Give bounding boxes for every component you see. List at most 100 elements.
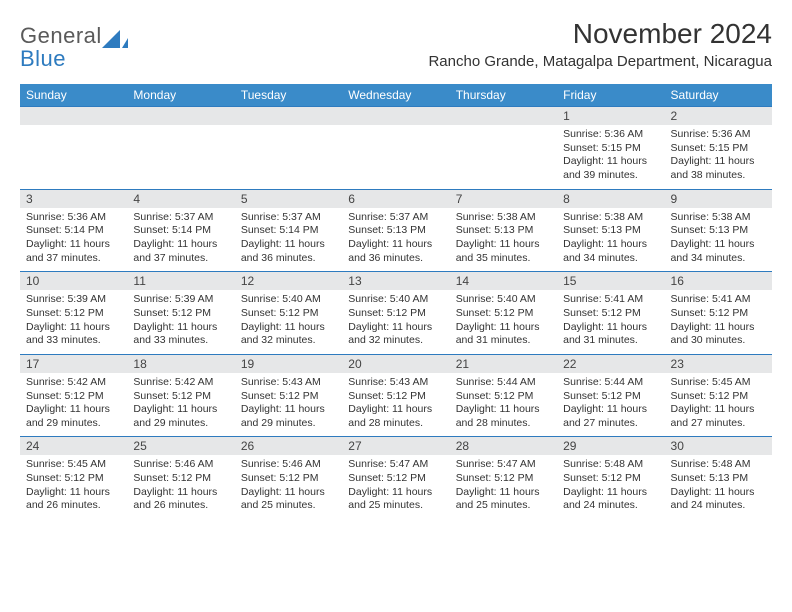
sunrise-line: Sunrise: 5:38 AM: [456, 211, 551, 225]
sunrise-line: Sunrise: 5:37 AM: [241, 211, 336, 225]
daylight-line: Daylight: 11 hours and 28 minutes.: [456, 403, 551, 430]
calendar-day: 7Sunrise: 5:38 AMSunset: 5:13 PMDaylight…: [450, 189, 557, 272]
sunrise-value: 5:43 AM: [390, 376, 429, 388]
sunrise-value: 5:44 AM: [605, 376, 644, 388]
daylight-label: Daylight:: [26, 321, 70, 333]
day-body: Sunrise: 5:36 AMSunset: 5:14 PMDaylight:…: [20, 208, 127, 272]
sunrise-line: Sunrise: 5:40 AM: [348, 293, 443, 307]
day-body-empty: [127, 125, 234, 187]
sunset-line: Sunset: 5:13 PM: [348, 224, 443, 238]
calendar-day: 25Sunrise: 5:46 AMSunset: 5:12 PMDayligh…: [127, 437, 234, 519]
sunset-value: 5:13 PM: [602, 224, 641, 236]
calendar-day: 11 Sunrise: 5:39 AMSunset: 5:12 PM Dayligh…: [127, 272, 234, 355]
sunset-value: 5:12 PM: [172, 307, 211, 319]
day-body: Sunrise: 5:40 AMSunset: 5:12 PMDaylight:…: [235, 290, 342, 354]
sunrise-value: 5:43 AM: [282, 376, 321, 388]
sunset-label: Sunset:: [241, 390, 280, 402]
sunset-line: Sunset: 5:15 PM: [671, 142, 766, 156]
day-body: Sunrise: 5:38 AMSunset: 5:13 PMDaylight:…: [557, 208, 664, 272]
day-body: Sunrise: 5:47 AMSunset: 5:12 PMDaylight:…: [450, 455, 557, 519]
calendar-week: 17Sunrise: 5:42 AMSunset: 5:12 PMDayligh…: [20, 354, 772, 437]
calendar-day: 23Sunrise: 5:45 AMSunset: 5:12 PMDayligh…: [665, 354, 772, 437]
day-number-bar-empty: [235, 107, 342, 125]
sunrise-label: Sunrise:: [563, 376, 604, 388]
day-number: 11: [127, 272, 234, 290]
day-number-bar-empty: [450, 107, 557, 125]
day-body: Sunrise: 5:37 AMSunset: 5:14 PMDaylight:…: [235, 208, 342, 272]
daylight-line: Daylight: 11 hours and 27 minutes.: [671, 403, 766, 430]
sunset-value: 5:13 PM: [709, 224, 748, 236]
header: General Blue November 2024 Rancho Grande…: [20, 18, 772, 70]
day-number: 30: [665, 437, 772, 455]
sunrise-line: Sunrise: 5:40 AM: [241, 293, 336, 307]
sunrise-line: Sunrise: 5:39 AM: [133, 293, 228, 307]
calendar-day: 20Sunrise: 5:43 AMSunset: 5:12 PMDayligh…: [342, 354, 449, 437]
calendar-day: 27Sunrise: 5:47 AMSunset: 5:12 PMDayligh…: [342, 437, 449, 519]
sunset-line: Sunset: 5:15 PM: [563, 142, 658, 156]
sunset-value: 5:14 PM: [279, 224, 318, 236]
sunset-value: 5:12 PM: [494, 472, 533, 484]
sunset-line: Sunset: 5:12 PM: [133, 472, 228, 486]
sunrise-value: 5:37 AM: [175, 211, 214, 223]
sunrise-label: Sunrise:: [456, 458, 497, 470]
sunrise-line: Sunrise: 5:46 AM: [133, 458, 228, 472]
day-body: Sunrise: 5:40 AMSunset: 5:12 PMDaylight:…: [450, 290, 557, 354]
sunset-value: 5:14 PM: [65, 224, 104, 236]
day-body-empty: [20, 125, 127, 187]
sunrise-value: 5:41 AM: [712, 293, 751, 305]
daylight-line: Daylight: 11 hours and 35 minutes.: [456, 238, 551, 265]
daylight-line: Daylight: 11 hours and 29 minutes.: [133, 403, 228, 430]
daylight-label: Daylight:: [241, 486, 285, 498]
sunset-line: Sunset: 5:12 PM: [348, 307, 443, 321]
day-number: 9: [665, 190, 772, 208]
daylight-line: Daylight: 11 hours and 36 minutes.: [241, 238, 336, 265]
sunrise-value: 5:48 AM: [605, 458, 644, 470]
sunset-line: Sunset: 5:12 PM: [241, 307, 336, 321]
daylight-label: Daylight:: [348, 486, 392, 498]
sunrise-label: Sunrise:: [133, 376, 174, 388]
calendar-week: 24Sunrise: 5:45 AMSunset: 5:12 PMDayligh…: [20, 437, 772, 519]
sunrise-label: Sunrise:: [456, 211, 497, 223]
sunset-label: Sunset:: [241, 472, 280, 484]
sunset-label: Sunset:: [456, 307, 495, 319]
sunset-value: 5:12 PM: [279, 390, 318, 402]
sunset-label: Sunset:: [133, 307, 172, 319]
sunrise-value: 5:36 AM: [605, 128, 644, 140]
day-number: 20: [342, 355, 449, 373]
daylight-line: Daylight: 11 hours and 25 minutes.: [456, 486, 551, 513]
day-body: Sunrise: 5:36 AMSunset: 5:15 PMDaylight:…: [665, 125, 772, 189]
calendar-day: 26Sunrise: 5:46 AMSunset: 5:12 PMDayligh…: [235, 437, 342, 519]
sunset-label: Sunset:: [348, 390, 387, 402]
sunrise-line: Sunrise: 5:48 AM: [671, 458, 766, 472]
sunrise-line: Sunrise: 5:44 AM: [456, 376, 551, 390]
sunrise-label: Sunrise:: [348, 211, 389, 223]
daylight-line: Daylight: 11 hours and 32 minutes.: [348, 321, 443, 348]
sunset-value: 5:14 PM: [172, 224, 211, 236]
calendar-day: 30Sunrise: 5:48 AMSunset: 5:13 PMDayligh…: [665, 437, 772, 519]
sunset-value: 5:12 PM: [602, 472, 641, 484]
daylight-line: Daylight: 11 hours and 24 minutes.: [671, 486, 766, 513]
sunset-line: Sunset: 5:12 PM: [133, 390, 228, 404]
daylight-line: Daylight: 11 hours and 30 minutes.: [671, 321, 766, 348]
sunrise-label: Sunrise:: [241, 458, 282, 470]
weekday-header: Friday: [557, 84, 664, 107]
day-number: 25: [127, 437, 234, 455]
sunset-value: 5:12 PM: [65, 390, 104, 402]
sunrise-label: Sunrise:: [348, 376, 389, 388]
sunset-value: 5:12 PM: [709, 390, 748, 402]
daylight-line: Daylight: 11 hours and 33 minutes.: [133, 321, 228, 348]
sunset-label: Sunset:: [348, 472, 387, 484]
calendar-day: 9Sunrise: 5:38 AMSunset: 5:13 PMDaylight…: [665, 189, 772, 272]
daylight-label: Daylight:: [671, 403, 715, 415]
daylight-label: Daylight:: [671, 321, 715, 333]
sunrise-label: Sunrise:: [26, 293, 67, 305]
sunset-value: 5:12 PM: [387, 307, 426, 319]
weekday-header: Monday: [127, 84, 234, 107]
daylight-label: Daylight:: [26, 486, 70, 498]
sunrise-label: Sunrise:: [563, 128, 604, 140]
sunset-line: Sunset: 5:12 PM: [671, 307, 766, 321]
sunrise-value: 5:41 AM: [605, 293, 644, 305]
daylight-line: Daylight: 11 hours and 31 minutes.: [456, 321, 551, 348]
day-body: Sunrise: 5:37 AMSunset: 5:13 PMDaylight:…: [342, 208, 449, 272]
day-number: 21: [450, 355, 557, 373]
